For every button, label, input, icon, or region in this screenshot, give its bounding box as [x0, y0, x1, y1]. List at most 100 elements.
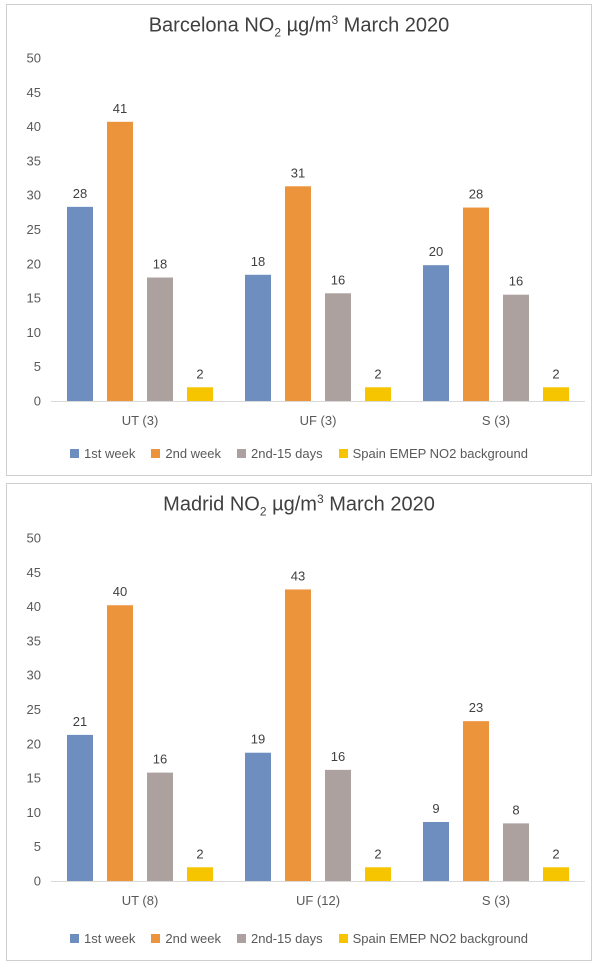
bar — [67, 734, 93, 881]
bar — [423, 822, 449, 881]
x-tick-label: UF (12) — [296, 893, 340, 908]
bar — [187, 387, 213, 401]
data-label: 31 — [291, 165, 305, 180]
data-label: 19 — [251, 732, 265, 747]
bar — [423, 265, 449, 401]
data-label: 28 — [73, 186, 87, 201]
data-label: 2 — [196, 846, 203, 861]
y-tick-label: 30 — [27, 188, 41, 203]
bar — [325, 769, 351, 881]
legend-entry: 1st week — [70, 931, 135, 946]
legend-entry: Spain EMEP NO2 background — [338, 931, 528, 946]
data-label: 18 — [153, 257, 167, 272]
y-tick-label: 5 — [34, 359, 41, 374]
bar — [107, 121, 133, 401]
bar — [463, 207, 489, 401]
bar — [543, 387, 569, 401]
legend-swatch — [151, 449, 161, 458]
data-label: 18 — [251, 254, 265, 269]
x-tick-label: UT (8) — [122, 893, 159, 908]
y-tick-label: 0 — [34, 394, 41, 409]
legend-label: 1st week — [84, 446, 136, 461]
legend-entry: 2nd-15 days — [237, 931, 323, 946]
x-tick-label: UT (3) — [122, 413, 159, 428]
legend-swatch — [338, 449, 348, 458]
legend-entry: Spain EMEP NO2 background — [338, 446, 528, 461]
chart-title: Barcelona NO2 µg/m3 March 2020 — [148, 13, 450, 40]
data-label: 23 — [469, 700, 483, 715]
legend-entry: 2nd-15 days — [237, 446, 323, 461]
bar — [187, 867, 213, 881]
bar — [147, 772, 173, 881]
legend-label: 1st week — [84, 931, 136, 946]
legend-entry: 1st week — [70, 446, 135, 461]
legend-swatch — [338, 934, 348, 943]
data-label: 41 — [113, 101, 127, 116]
x-tick-label: S (3) — [482, 893, 510, 908]
y-tick-label: 35 — [27, 153, 41, 168]
data-label: 16 — [331, 272, 345, 287]
bar — [365, 867, 391, 881]
y-tick-label: 30 — [27, 668, 41, 683]
legend-swatch — [151, 934, 161, 943]
legend-swatch — [70, 934, 80, 943]
y-tick-label: 10 — [27, 805, 41, 820]
madrid-chart-panel: Madrid NO2 µg/m3 March 2020 0 5 10 15 20 25 30… — [6, 483, 592, 961]
bar — [67, 206, 93, 401]
y-tick-label: 50 — [27, 51, 41, 66]
legend-swatch — [237, 449, 247, 458]
bar — [285, 186, 311, 401]
legend-label: Spain EMEP NO2 background — [352, 931, 528, 946]
y-tick-label: 20 — [27, 736, 41, 751]
bar — [285, 589, 311, 881]
y-tick-label: 50 — [27, 531, 41, 546]
bar — [245, 274, 271, 401]
madrid-bar-chart: 0 5 10 15 20 25 30 35 40 45 50 21 40 16 2 UT (8) 19 43 16 2… — [27, 531, 585, 908]
y-tick-label: 5 — [34, 839, 41, 854]
y-tick-label: 10 — [27, 325, 41, 340]
data-label: 28 — [469, 187, 483, 202]
data-label: 8 — [512, 802, 519, 817]
data-label: 9 — [432, 801, 439, 816]
y-tick-label: 20 — [27, 256, 41, 271]
legend-entry: 2nd week — [151, 446, 221, 461]
y-tick-label: 0 — [34, 874, 41, 889]
chart-legend: 1st week 2nd week 2nd-15 days Spain EMEP NO… — [7, 446, 591, 461]
bar — [543, 867, 569, 881]
y-tick-label: 15 — [27, 291, 41, 306]
data-label: 2 — [374, 846, 381, 861]
legend-label: 2nd-15 days — [251, 931, 323, 946]
y-tick-label: 25 — [27, 702, 41, 717]
legend-entry: 2nd week — [151, 931, 221, 946]
data-label: 43 — [291, 568, 305, 583]
y-tick-label: 45 — [27, 565, 41, 580]
y-tick-label: 25 — [27, 222, 41, 237]
barcelona-chart-panel: Barcelona NO2 µg/m3 March 2020 0 5 10 15 20 2… — [6, 4, 592, 476]
bar — [245, 752, 271, 881]
legend-swatch — [70, 449, 80, 458]
data-label: 16 — [509, 274, 523, 289]
data-label: 16 — [331, 749, 345, 764]
data-label: 16 — [153, 752, 167, 767]
data-label: 40 — [113, 584, 127, 599]
data-label: 2 — [552, 366, 559, 381]
bar — [365, 387, 391, 401]
data-label: 20 — [429, 244, 443, 259]
legend-label: 2nd week — [165, 446, 222, 461]
bar — [147, 277, 173, 401]
y-tick-label: 45 — [27, 85, 41, 100]
data-label: 2 — [552, 846, 559, 861]
data-label: 2 — [374, 366, 381, 381]
barcelona-bar-chart: 0 5 10 15 20 25 30 35 40 45 50 28 41 18 2 UT (3) 18 31 16 2… — [27, 51, 585, 428]
chart-title: Madrid NO2 µg/m3 March 2020 — [163, 492, 435, 519]
legend-label: 2nd-15 days — [251, 446, 323, 461]
y-tick-label: 40 — [27, 119, 41, 134]
chart-legend: 1st week 2nd week 2nd-15 days Spain EMEP NO… — [7, 931, 591, 946]
y-tick-label: 35 — [27, 633, 41, 648]
data-label: 21 — [73, 714, 87, 729]
bar — [503, 823, 529, 881]
y-tick-label: 15 — [27, 771, 41, 786]
data-label: 2 — [196, 366, 203, 381]
legend-label: Spain EMEP NO2 background — [352, 446, 528, 461]
bar — [503, 294, 529, 401]
